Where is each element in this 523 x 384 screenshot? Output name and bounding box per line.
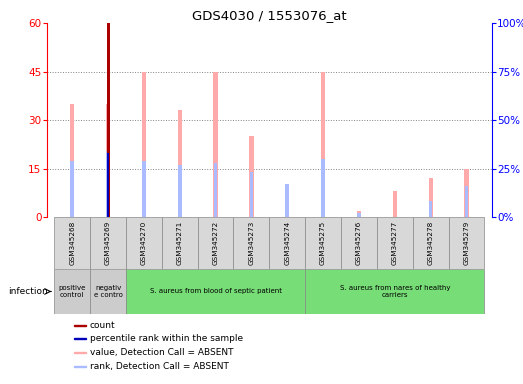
- Bar: [142, 161, 146, 217]
- Bar: [90, 269, 126, 314]
- Text: positive
control: positive control: [59, 285, 86, 298]
- Text: count: count: [90, 321, 116, 330]
- Bar: [321, 71, 325, 217]
- Bar: [178, 165, 181, 217]
- Bar: [74, 366, 86, 367]
- Bar: [126, 269, 305, 314]
- Bar: [106, 104, 110, 217]
- Text: GSM345275: GSM345275: [320, 221, 326, 265]
- Text: GSM345269: GSM345269: [105, 221, 111, 265]
- Bar: [357, 213, 361, 217]
- Bar: [106, 151, 110, 217]
- Bar: [249, 172, 253, 217]
- Bar: [178, 110, 182, 217]
- Title: GDS4030 / 1553076_at: GDS4030 / 1553076_at: [192, 9, 347, 22]
- Text: rank, Detection Call = ABSENT: rank, Detection Call = ABSENT: [90, 362, 229, 371]
- Bar: [162, 217, 198, 269]
- Bar: [357, 210, 361, 217]
- Bar: [74, 324, 86, 326]
- Bar: [126, 217, 162, 269]
- Text: GSM345276: GSM345276: [356, 221, 362, 265]
- Bar: [214, 163, 218, 217]
- Bar: [70, 104, 74, 217]
- Bar: [107, 153, 109, 217]
- Bar: [449, 217, 484, 269]
- Bar: [198, 217, 233, 269]
- Text: infection: infection: [8, 287, 48, 296]
- Text: GSM345278: GSM345278: [428, 221, 434, 265]
- Text: GSM345273: GSM345273: [248, 221, 254, 265]
- Bar: [464, 169, 469, 217]
- Bar: [54, 217, 90, 269]
- Bar: [341, 217, 377, 269]
- Text: GSM345268: GSM345268: [69, 221, 75, 265]
- Text: GSM345274: GSM345274: [285, 221, 290, 265]
- Text: GSM345272: GSM345272: [212, 221, 219, 265]
- Bar: [142, 71, 146, 217]
- Text: negativ
e contro: negativ e contro: [94, 285, 122, 298]
- Bar: [465, 186, 468, 217]
- Bar: [286, 184, 289, 217]
- Bar: [377, 217, 413, 269]
- Bar: [269, 217, 305, 269]
- Bar: [71, 161, 74, 217]
- Text: GSM345270: GSM345270: [141, 221, 147, 265]
- Bar: [305, 269, 484, 314]
- Bar: [213, 71, 218, 217]
- Text: value, Detection Call = ABSENT: value, Detection Call = ABSENT: [90, 348, 233, 357]
- Text: GSM345279: GSM345279: [463, 221, 470, 265]
- Bar: [321, 159, 325, 217]
- Text: S. aureus from blood of septic patient: S. aureus from blood of septic patient: [150, 288, 281, 295]
- Bar: [305, 217, 341, 269]
- Bar: [429, 202, 433, 217]
- Bar: [90, 217, 126, 269]
- Bar: [74, 338, 86, 339]
- Bar: [233, 217, 269, 269]
- Bar: [74, 352, 86, 353]
- Text: GSM345277: GSM345277: [392, 221, 398, 265]
- Text: S. aureus from nares of healthy
carriers: S. aureus from nares of healthy carriers: [339, 285, 450, 298]
- Bar: [428, 178, 433, 217]
- Bar: [413, 217, 449, 269]
- Bar: [54, 269, 90, 314]
- Bar: [249, 136, 254, 217]
- Bar: [393, 191, 397, 217]
- Text: GSM345271: GSM345271: [177, 221, 183, 265]
- Text: percentile rank within the sample: percentile rank within the sample: [90, 334, 243, 343]
- Bar: [107, 23, 109, 217]
- Bar: [285, 185, 289, 217]
